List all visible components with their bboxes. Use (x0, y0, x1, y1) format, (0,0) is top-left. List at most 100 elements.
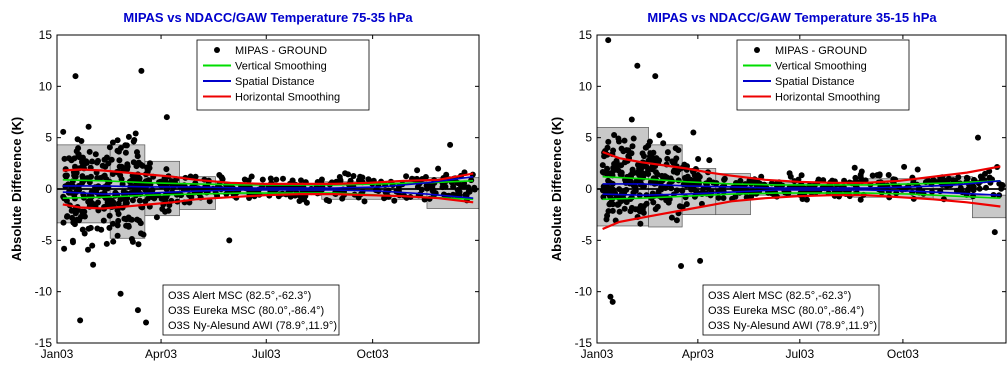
data-point (359, 175, 365, 181)
data-point (639, 170, 645, 176)
data-point (615, 136, 621, 142)
y-tick-label: 5 (585, 131, 592, 145)
data-point (622, 206, 628, 212)
x-tick-label: Jul03 (252, 347, 281, 361)
data-point (852, 165, 858, 171)
data-point (955, 174, 961, 180)
data-point (706, 157, 712, 163)
data-point (249, 174, 255, 180)
y-tick-label: -10 (35, 285, 53, 299)
data-point (95, 200, 101, 206)
data-point (886, 172, 892, 178)
data-point (70, 238, 76, 244)
legend-label: MIPAS - GROUND (775, 45, 867, 57)
data-point (109, 198, 115, 204)
annotation-text: O3S Ny-Alesund AWI (78.9°,11.9°) (708, 320, 877, 332)
data-point (80, 227, 86, 233)
data-point (403, 173, 409, 179)
data-point (612, 191, 618, 197)
y-tick-label: 0 (45, 182, 52, 196)
data-point (126, 224, 132, 230)
y-tick-label: 10 (579, 79, 593, 93)
data-point (604, 171, 610, 177)
annotation-text: O3S Eureka MSC (80.0°,-86.4°) (708, 305, 864, 317)
data-point (342, 170, 348, 176)
data-point-outlier (610, 299, 616, 305)
data-point (674, 170, 680, 176)
data-point-outlier (77, 317, 83, 323)
data-point (656, 132, 662, 138)
data-point (682, 175, 688, 181)
data-point (69, 208, 75, 214)
data-point (151, 195, 157, 201)
data-point-outlier (143, 319, 149, 325)
data-point (115, 233, 121, 239)
data-point (637, 221, 643, 227)
data-point (606, 208, 612, 214)
data-point (74, 148, 80, 154)
data-point (617, 209, 623, 215)
annotation-text: O3S Ny-Alesund AWI (78.9°,11.9°) (168, 320, 337, 332)
legend-label: Spatial Distance (775, 76, 855, 88)
data-point (631, 170, 637, 176)
data-point (915, 167, 921, 173)
data-point (645, 169, 651, 175)
data-point (124, 142, 130, 148)
data-point (414, 167, 420, 173)
data-point (107, 213, 113, 219)
data-point (135, 153, 141, 159)
data-point (166, 208, 172, 214)
x-tick-label: Jan03 (581, 347, 614, 361)
data-point (641, 153, 647, 159)
data-point (999, 182, 1005, 188)
data-point (982, 171, 988, 177)
data-point (133, 131, 139, 137)
data-point (610, 201, 616, 207)
data-point-outlier (72, 73, 78, 79)
data-point (98, 227, 104, 233)
data-point (664, 174, 670, 180)
data-point (89, 159, 95, 165)
data-point-outlier (138, 68, 144, 74)
data-point (123, 150, 129, 156)
legend-label: Spatial Distance (235, 76, 315, 88)
data-point (116, 149, 122, 155)
data-point (672, 158, 678, 164)
data-point-outlier (678, 263, 684, 269)
chart-title: MIPAS vs NDACC/GAW Temperature 75-35 hPa (123, 10, 413, 25)
data-point (117, 164, 123, 170)
y-axis-label: Absolute Difference (K) (9, 117, 24, 261)
data-point (964, 175, 970, 181)
data-point (910, 180, 916, 186)
y-tick-label: 15 (579, 28, 593, 42)
data-point (730, 185, 736, 191)
data-point (683, 194, 689, 200)
data-point (674, 217, 680, 223)
legend-label: Horizontal Smoothing (235, 92, 340, 104)
data-point (93, 151, 99, 157)
data-point (109, 157, 115, 163)
data-point (102, 157, 108, 163)
data-point (391, 198, 397, 204)
data-point (260, 177, 266, 183)
data-point (115, 218, 121, 224)
data-point (280, 176, 286, 182)
data-point (273, 177, 279, 183)
data-point (653, 206, 659, 212)
y-tick-label: 5 (45, 131, 52, 145)
data-point (64, 173, 70, 179)
data-point (89, 243, 95, 249)
data-point (673, 145, 679, 151)
data-point-outlier (690, 130, 696, 136)
data-point (64, 213, 70, 219)
data-point (983, 185, 989, 191)
data-point (628, 208, 634, 214)
chart-title: MIPAS vs NDACC/GAW Temperature 35-15 hPa (647, 10, 937, 25)
data-point (435, 166, 441, 172)
data-point (154, 214, 160, 220)
data-point (647, 139, 653, 145)
y-tick-label: 0 (585, 182, 592, 196)
chart-right: MIPAS vs NDACC/GAW Temperature 35-15 hPa… (504, 0, 1008, 367)
data-point (136, 241, 142, 247)
data-point (116, 201, 122, 207)
